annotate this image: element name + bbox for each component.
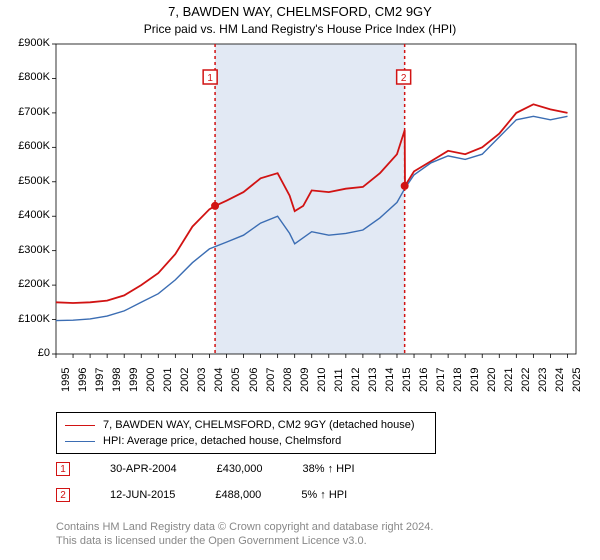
x-axis-label: 1999 [128,368,140,392]
x-axis-label: 2005 [230,368,242,392]
y-axis-label: £700K [0,106,50,118]
chart-root: 7, BAWDEN WAY, CHELMSFORD, CM2 9GY Price… [0,0,600,560]
x-axis-label: 2011 [333,368,345,392]
x-axis-label: 2023 [537,368,549,392]
legend-swatch [65,441,95,442]
x-axis-label: 2022 [520,368,532,392]
x-axis-label: 2020 [486,368,498,392]
x-axis-label: 2003 [196,368,208,392]
x-axis-label: 2002 [179,368,191,392]
x-axis-label: 1996 [77,368,89,392]
x-axis-label: 2000 [145,368,157,392]
y-axis-label: £0 [0,347,50,359]
svg-text:1: 1 [207,73,213,84]
x-axis-label: 2006 [248,368,260,392]
sale-date: 12-JUN-2015 [110,489,175,501]
sale-price: £430,000 [217,463,263,475]
x-axis-label: 2008 [282,368,294,392]
y-axis-label: £500K [0,175,50,187]
footer-note: Contains HM Land Registry data © Crown c… [56,520,433,549]
y-axis-label: £200K [0,278,50,290]
y-axis-label: £800K [0,71,50,83]
legend-label: 7, BAWDEN WAY, CHELMSFORD, CM2 9GY (deta… [103,419,415,431]
x-axis-label: 2013 [367,368,379,392]
x-axis-label: 2014 [384,368,396,392]
x-axis-label: 2017 [435,368,447,392]
x-axis-label: 2012 [350,368,362,392]
legend-swatch [65,425,95,426]
sale-marker: 1 [56,462,70,476]
x-axis-label: 2019 [469,368,481,392]
sale-delta: 5% ↑ HPI [301,489,347,501]
x-axis-label: 2010 [316,368,328,392]
sale-date: 30-APR-2004 [110,463,177,475]
x-axis-label: 2018 [452,368,464,392]
x-axis-label: 2024 [554,368,566,392]
sale-marker: 2 [56,488,70,502]
svg-text:2: 2 [401,73,407,84]
price-chart: 12 [0,0,600,400]
sale-price: £488,000 [215,489,261,501]
x-axis-label: 2001 [162,368,174,392]
x-axis-label: 2021 [503,368,515,392]
x-axis-label: 2016 [418,368,430,392]
y-axis-label: £400K [0,209,50,221]
y-axis-label: £900K [0,37,50,49]
x-axis-label: 1997 [94,368,106,392]
legend: 7, BAWDEN WAY, CHELMSFORD, CM2 9GY (deta… [56,412,436,454]
sale-delta: 38% ↑ HPI [303,463,355,475]
x-axis-label: 1995 [60,368,72,392]
x-axis-label: 2015 [401,368,413,392]
footer-line: Contains HM Land Registry data © Crown c… [56,521,433,533]
legend-item-subject: 7, BAWDEN WAY, CHELMSFORD, CM2 9GY (deta… [65,417,427,433]
x-axis-label: 2007 [265,368,277,392]
legend-label: HPI: Average price, detached house, Chel… [103,435,341,447]
y-axis-label: £300K [0,244,50,256]
footer-line: This data is licensed under the Open Gov… [56,535,367,547]
sale-row: 2 12-JUN-2015 £488,000 5% ↑ HPI [56,488,347,502]
x-axis-label: 2025 [571,368,583,392]
sale-row: 1 30-APR-2004 £430,000 38% ↑ HPI [56,462,355,476]
x-axis-label: 1998 [111,368,123,392]
y-axis-label: £100K [0,313,50,325]
y-axis-label: £600K [0,140,50,152]
legend-item-hpi: HPI: Average price, detached house, Chel… [65,433,427,449]
x-axis-label: 2004 [213,368,225,392]
x-axis-label: 2009 [299,368,311,392]
